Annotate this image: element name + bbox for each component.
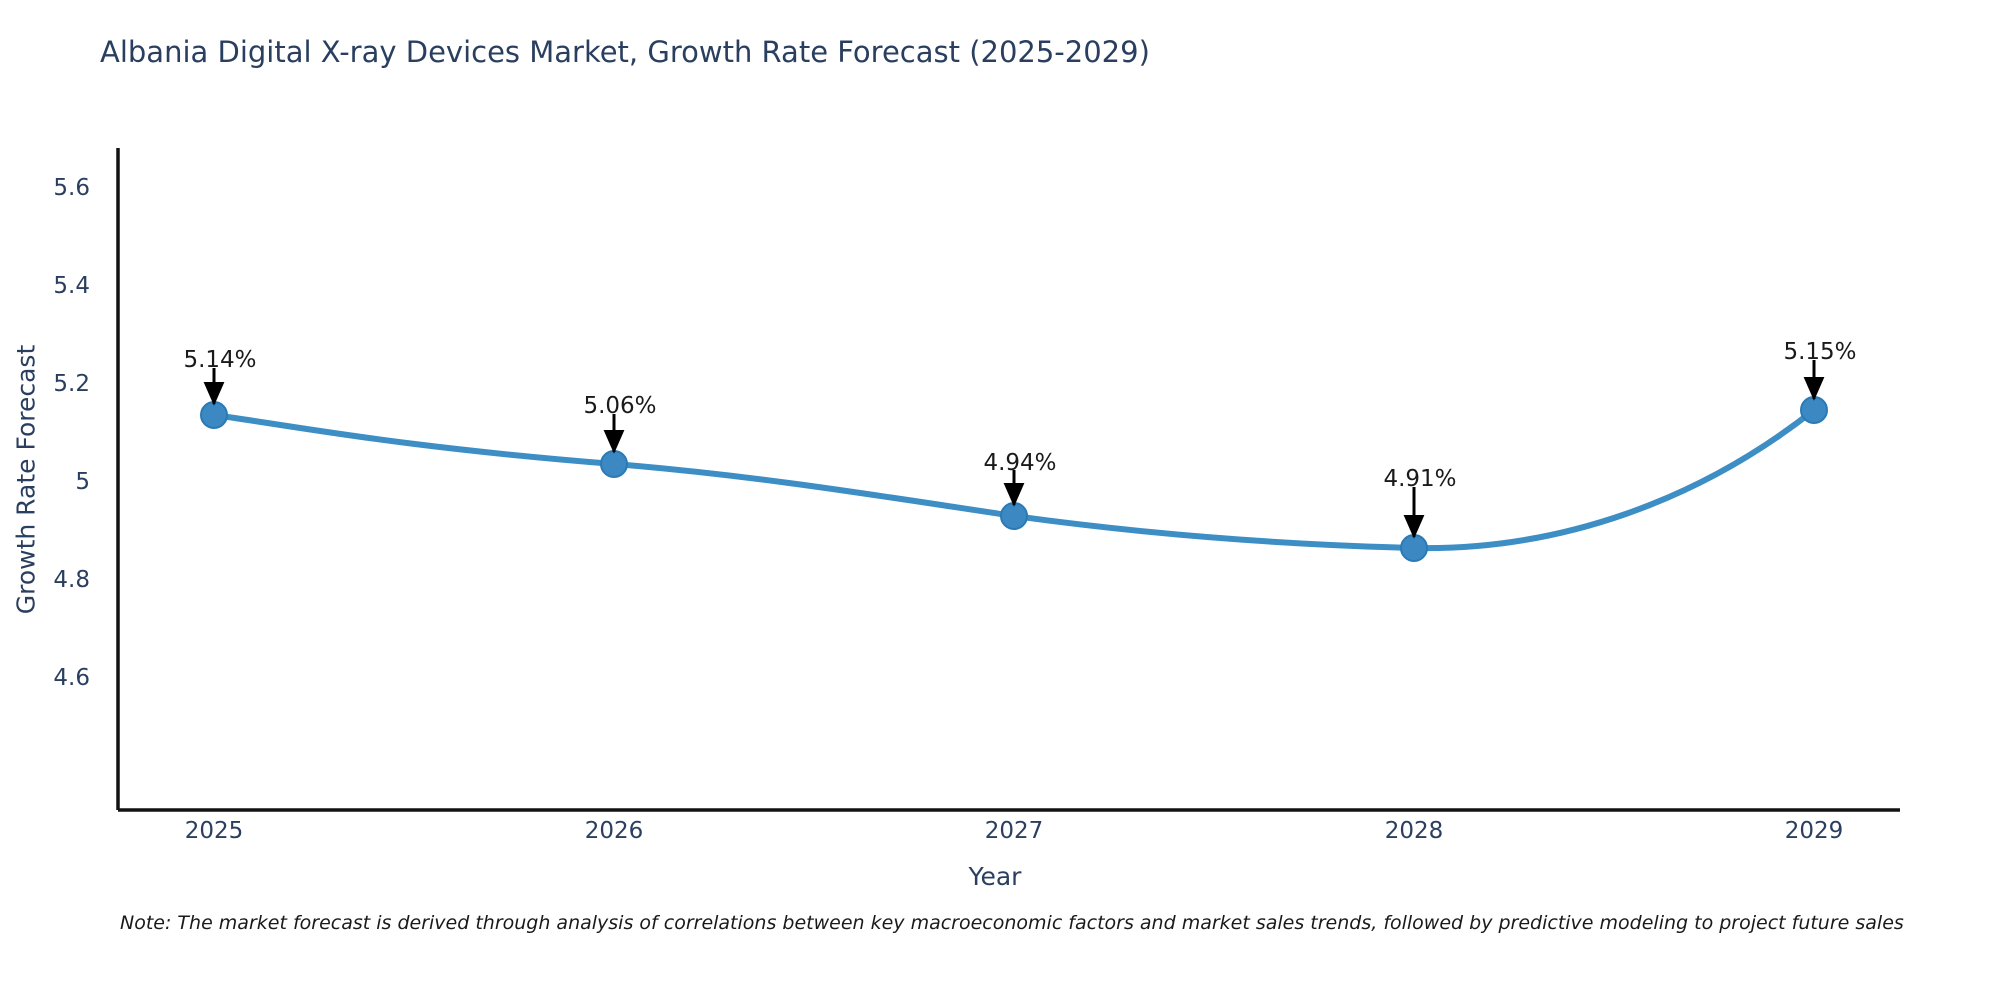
- point-annotation-label: 4.94%: [983, 450, 1057, 476]
- y-tick-label: 5.2: [53, 371, 90, 397]
- data-point-marker[interactable]: [600, 450, 628, 478]
- chart-footnote: Note: The market forecast is derived thr…: [120, 912, 1904, 934]
- x-tick-label: 2026: [584, 818, 644, 844]
- point-annotation-label: 5.15%: [1783, 339, 1857, 365]
- point-annotation-label: 5.06%: [583, 393, 657, 419]
- x-tick-label: 2029: [1784, 818, 1844, 844]
- y-tick-label: 4.6: [53, 665, 90, 691]
- x-tick-label: 2025: [184, 818, 244, 844]
- y-tick-label: 5.4: [53, 273, 90, 299]
- chart-title: Albania Digital X-ray Devices Market, Gr…: [100, 35, 1150, 69]
- data-point-marker[interactable]: [200, 401, 228, 429]
- data-point-marker[interactable]: [1000, 502, 1028, 530]
- x-axis-title: Year: [0, 862, 2000, 891]
- data-point-marker[interactable]: [1800, 396, 1828, 424]
- x-tick-label: 2028: [1384, 818, 1444, 844]
- x-tick-label: 2027: [984, 818, 1044, 844]
- y-tick-label: 5.6: [53, 175, 90, 201]
- x-axis-title-text: Year: [968, 862, 1022, 891]
- y-tick-label: 5: [75, 469, 90, 495]
- point-annotation-label: 5.14%: [183, 347, 257, 373]
- y-tick-label: 4.8: [53, 567, 90, 593]
- data-point-marker[interactable]: [1400, 534, 1428, 562]
- point-annotation-label: 4.91%: [1383, 466, 1457, 492]
